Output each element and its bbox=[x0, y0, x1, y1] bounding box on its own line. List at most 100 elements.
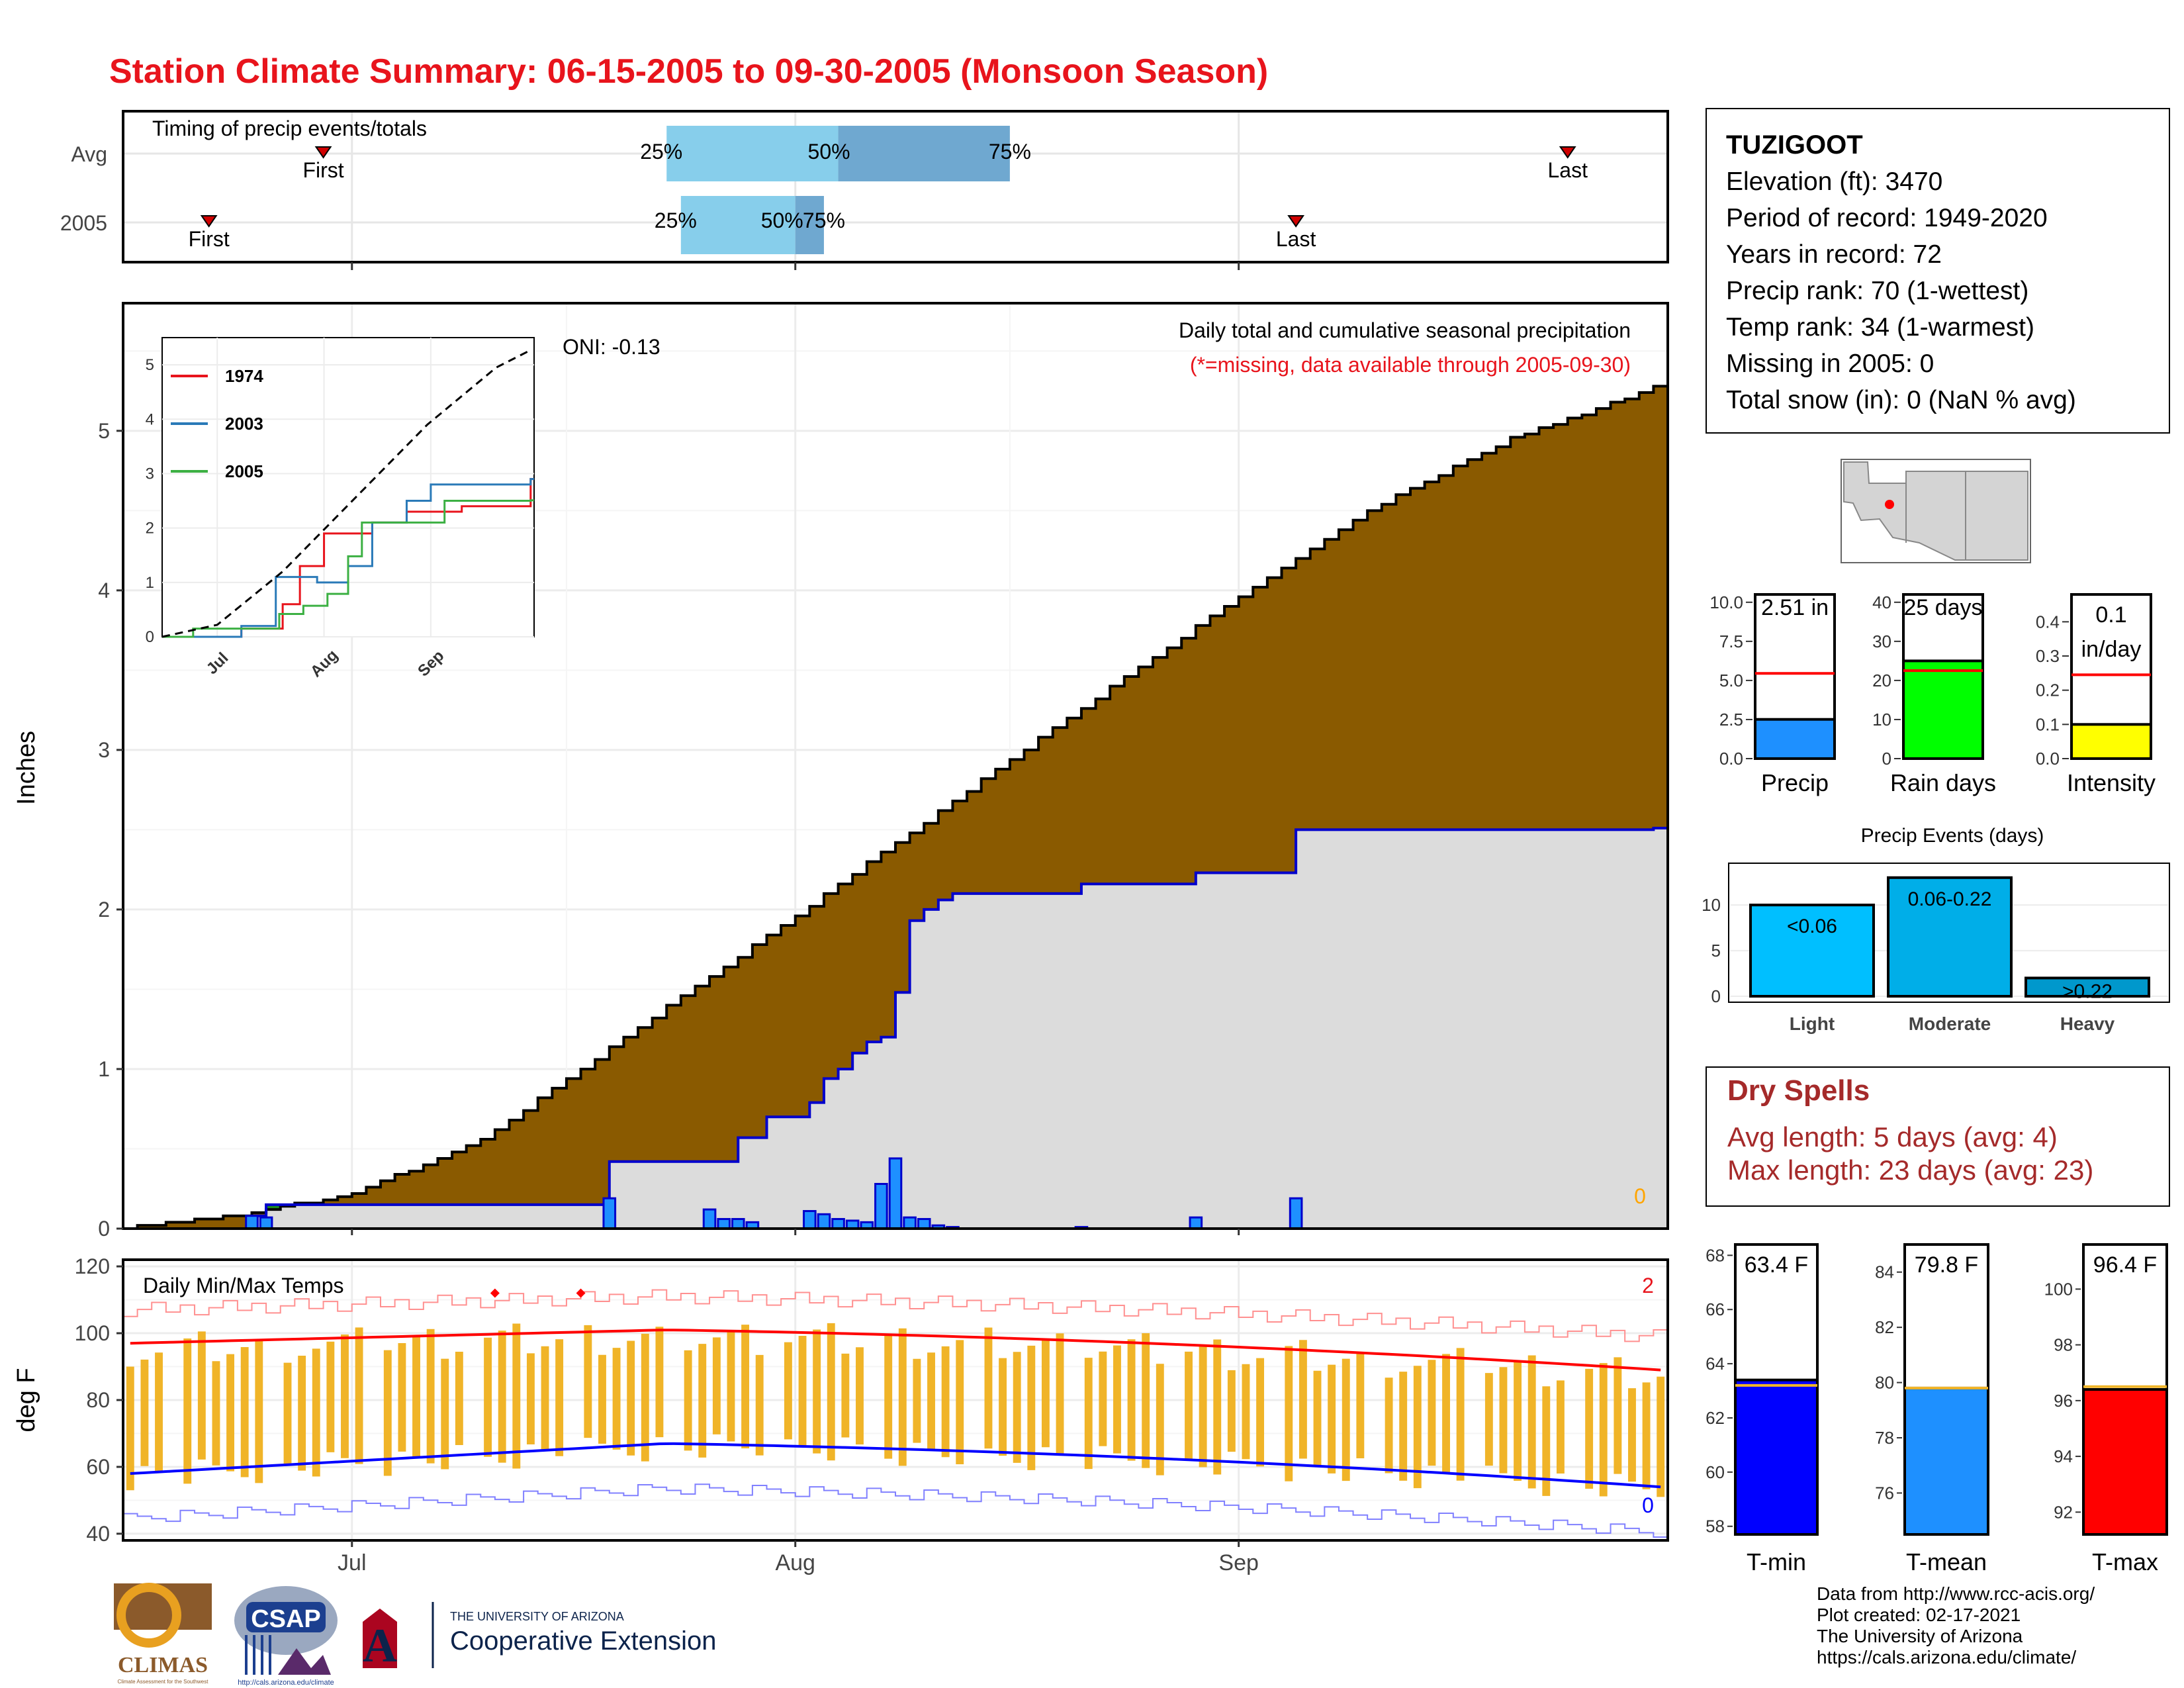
inset-y-tick-label: 4 bbox=[146, 410, 154, 428]
events-y-tick-label: 10 bbox=[1702, 895, 1721, 915]
record-high-marker bbox=[490, 1288, 500, 1298]
timing-first-label: First bbox=[302, 158, 343, 182]
daily-precip-bar bbox=[803, 1209, 817, 1230]
csap-logo: CSAP http://cals.arizona.edu/climate bbox=[234, 1586, 338, 1687]
precip-frame bbox=[122, 302, 1669, 1230]
temp-summary-value: 96.4 F bbox=[2093, 1252, 2157, 1278]
summary-y-tick-label: 20 bbox=[1872, 671, 1891, 690]
summary-y-tick-label: 10.0 bbox=[1709, 592, 1743, 612]
temp-y-label: deg F bbox=[13, 1368, 40, 1432]
temp-summary-tick-label: 60 bbox=[1706, 1462, 1725, 1482]
temp-summary-tick-label: 96 bbox=[2054, 1391, 2073, 1411]
x-axis-ticks: Jul Aug Sep bbox=[338, 262, 1259, 1575]
summary-y-tick-label: 7.5 bbox=[1719, 632, 1743, 651]
footer-credits: Data from http://www.rcc-acis.org/ Plot … bbox=[1817, 1583, 2095, 1668]
summary-y-tick-label: 0.3 bbox=[2036, 646, 2060, 666]
timing-first-marker bbox=[200, 215, 218, 228]
timing-row-2005-label: 2005 bbox=[60, 211, 107, 235]
climas-logo: CLIMAS Climate Assessment for the Southw… bbox=[114, 1583, 212, 1685]
precip-y-tick-label: 5 bbox=[98, 419, 110, 443]
temp-summary-tick-label: 92 bbox=[2054, 1502, 2073, 1522]
timing-last-label: Last bbox=[1276, 227, 1316, 251]
timing-label-25: 25% bbox=[640, 140, 682, 164]
station-elevation: Elevation (ft): 3470 bbox=[1726, 167, 1943, 196]
ua-logo-university: THE UNIVERSITY OF ARIZONA bbox=[450, 1610, 624, 1623]
summary-y-tick-label: 0.1 bbox=[2036, 714, 2060, 734]
timing-label-50: 50% bbox=[761, 209, 803, 232]
timing-range-50-75 bbox=[838, 126, 1010, 181]
events-bar-label: 0.06-0.22 bbox=[1908, 888, 1992, 910]
ua-logo-letter: A bbox=[363, 1619, 397, 1672]
precip-y-tick-label: 3 bbox=[98, 738, 110, 762]
temp-summary-tick-label: 66 bbox=[1706, 1299, 1725, 1319]
precip-y-ticks: 0 1 2 3 4 5 bbox=[98, 419, 1240, 1241]
timing-row-avg-label: Avg bbox=[71, 142, 107, 166]
inset-legend-label: 1974 bbox=[225, 366, 263, 386]
timing-first-label: First bbox=[189, 227, 230, 251]
summary-y-tick-label: 0.2 bbox=[2036, 680, 2060, 700]
temp-content bbox=[123, 1288, 1668, 1538]
station-snow: Total snow (in): 0 (NaN % avg) bbox=[1726, 386, 2076, 414]
inset-legend-label: 2003 bbox=[225, 414, 263, 434]
map-state-borders bbox=[1905, 471, 1966, 560]
temp-y-ticks: 40 60 80 100 120 bbox=[75, 1254, 123, 1546]
daily-precip-bar bbox=[888, 1157, 903, 1230]
events-y-tick-label: 0 bbox=[1711, 986, 1721, 1006]
inset-y-tick-label: 5 bbox=[146, 356, 154, 374]
x-axis-tick-label: Sep bbox=[1218, 1550, 1259, 1575]
precip-y-tick-label: 0 bbox=[98, 1217, 110, 1241]
summary-y-tick-label: 40 bbox=[1872, 592, 1891, 612]
summary-bar-unit: in/day bbox=[2081, 637, 2142, 662]
daily-precip-bar bbox=[717, 1218, 731, 1230]
temp-summary-tick-label: 94 bbox=[2054, 1446, 2073, 1466]
summary-bar-value: 25 days bbox=[1903, 595, 1982, 620]
timing-range-50-75 bbox=[795, 196, 824, 254]
summary-y-tick-label: 30 bbox=[1872, 632, 1891, 651]
events-bar-moderate bbox=[1887, 876, 2013, 998]
daily-precip-bar bbox=[259, 1216, 273, 1230]
timing-label-75: 75% bbox=[803, 209, 845, 232]
temp-summary-name: T-min bbox=[1747, 1548, 1806, 1575]
precip-y-tick-label: 2 bbox=[98, 898, 110, 921]
station-period: Period of record: 1949-2020 bbox=[1726, 204, 2048, 232]
timing-range-25-50 bbox=[680, 196, 796, 254]
average-min-temp-line bbox=[130, 1442, 1661, 1489]
temp-summary-tick-label: 78 bbox=[1875, 1428, 1894, 1448]
inset-y-tick-label: 1 bbox=[146, 574, 154, 592]
csap-logo-rain bbox=[245, 1635, 271, 1675]
summary-bar-name: Rain days bbox=[1890, 769, 1996, 796]
csap-logo-text: CSAP bbox=[251, 1605, 321, 1633]
timing-last-marker bbox=[1287, 215, 1305, 228]
temp-summary-tick-label: 58 bbox=[1706, 1517, 1725, 1536]
precip-events-title: Precip Events (days) bbox=[1861, 825, 2044, 847]
precip-panel: 0 1 2 3 4 5 Inches Daily total and cumulative… bbox=[13, 302, 1669, 1241]
x-axis-tick-label: Jul bbox=[338, 1550, 366, 1575]
dry-spells-max-length: Max length: 23 days (avg: 23) bbox=[1727, 1154, 2093, 1186]
events-y-tick-label: 5 bbox=[1711, 941, 1721, 961]
oni-value: ONI: -0.13 bbox=[563, 335, 660, 359]
footer-plot-created: Plot created: 02-17-2021 bbox=[1817, 1605, 2021, 1625]
station-name: TUZIGOOT bbox=[1726, 130, 1863, 160]
record-high-line bbox=[123, 1289, 1668, 1342]
summary-bar-precip bbox=[1754, 718, 1836, 760]
climas-logo-sun bbox=[116, 1583, 181, 1648]
events-bar-light bbox=[1749, 904, 1875, 998]
station-info: TUZIGOOT Elevation (ft): 3470 Period of … bbox=[1726, 127, 2076, 418]
events-bar-label: >0.22 bbox=[2062, 980, 2113, 1002]
dry-spells-box: Dry Spells Avg length: 5 days (avg: 4) M… bbox=[1706, 1066, 2170, 1207]
temp-summary-tick-label: 82 bbox=[1875, 1317, 1894, 1337]
record-high-marker bbox=[576, 1288, 586, 1298]
temp-summary-value: 79.8 F bbox=[1915, 1252, 1978, 1278]
temp-summary-tick-label: 80 bbox=[1875, 1373, 1894, 1393]
missing-count: 0 bbox=[1634, 1184, 1646, 1208]
timing-label-50: 50% bbox=[808, 140, 850, 164]
average-cumulative-line bbox=[123, 385, 1668, 1230]
temp-summary-tick-label: 68 bbox=[1706, 1245, 1725, 1265]
station-location-marker bbox=[1885, 500, 1894, 509]
inset-series-2003 bbox=[162, 478, 534, 638]
timing-first-marker bbox=[314, 146, 332, 159]
summary-y-tick-label: 5.0 bbox=[1719, 671, 1743, 690]
events-category-label: Heavy bbox=[2060, 1013, 2115, 1034]
figure-title: Station Climate Summary: 06-15-2005 to 0… bbox=[109, 52, 1268, 91]
climas-logo-subtext: Climate Assessment for the Southwest bbox=[118, 1679, 209, 1685]
